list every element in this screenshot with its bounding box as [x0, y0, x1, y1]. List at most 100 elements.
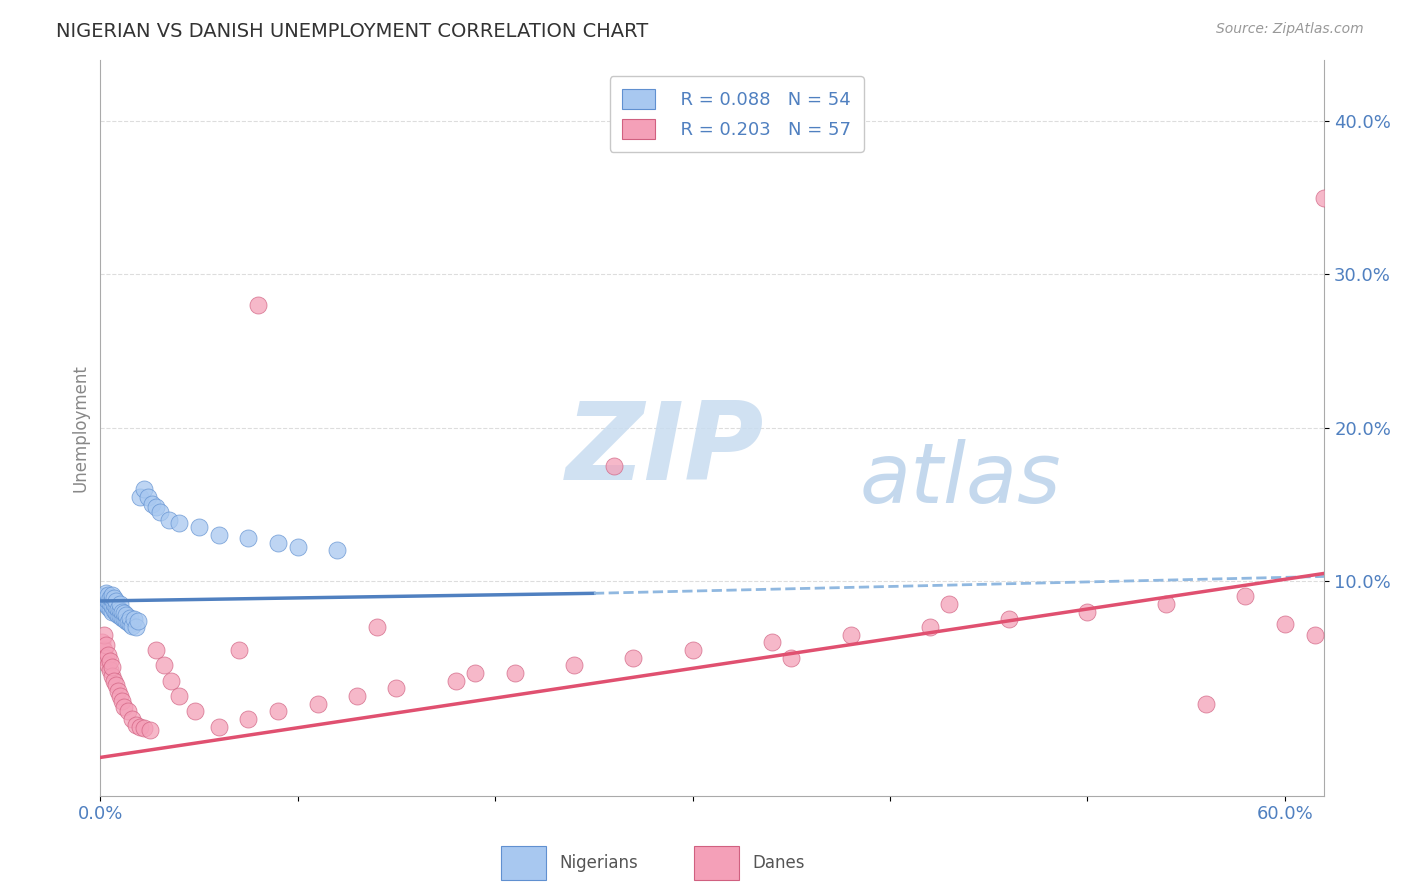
- Point: [184, 705, 207, 719]
- Point: [444, 673, 467, 688]
- Point: [121, 712, 143, 726]
- Point: [96, 592, 118, 607]
- Point: [1313, 191, 1336, 205]
- FancyBboxPatch shape: [501, 846, 546, 880]
- Point: [112, 699, 135, 714]
- Point: [91, 635, 114, 649]
- Point: [117, 615, 139, 630]
- Point: [111, 605, 134, 619]
- Point: [267, 705, 290, 719]
- Point: [101, 669, 124, 683]
- Point: [132, 721, 155, 735]
- Point: [238, 712, 260, 726]
- Point: [132, 482, 155, 496]
- Point: [287, 541, 309, 555]
- Text: Danes: Danes: [752, 854, 806, 872]
- Point: [105, 600, 128, 615]
- Point: [145, 500, 167, 515]
- Point: [103, 673, 125, 688]
- Point: [108, 689, 131, 703]
- Text: Source: ZipAtlas.com: Source: ZipAtlas.com: [1216, 22, 1364, 37]
- Point: [111, 694, 134, 708]
- Point: [108, 609, 131, 624]
- Point: [98, 654, 121, 668]
- Point: [105, 678, 128, 692]
- Point: [128, 720, 150, 734]
- Point: [96, 650, 118, 665]
- Point: [115, 607, 138, 622]
- Point: [346, 689, 368, 703]
- Point: [169, 516, 191, 530]
- Point: [107, 684, 129, 698]
- Point: [97, 648, 120, 662]
- Point: [103, 597, 125, 611]
- Point: [98, 595, 121, 609]
- Point: [103, 591, 125, 605]
- Point: [108, 603, 131, 617]
- Point: [141, 497, 163, 511]
- Point: [208, 528, 231, 542]
- Point: [98, 601, 121, 615]
- Point: [96, 597, 118, 611]
- Point: [761, 635, 783, 649]
- Point: [464, 666, 486, 681]
- Point: [97, 594, 120, 608]
- Y-axis label: Unemployment: Unemployment: [72, 364, 89, 491]
- FancyBboxPatch shape: [695, 846, 740, 880]
- Point: [136, 490, 159, 504]
- Point: [112, 607, 135, 621]
- Point: [121, 618, 143, 632]
- Point: [1076, 605, 1098, 619]
- Point: [208, 720, 231, 734]
- Legend:   R = 0.088   N = 54,   R = 0.203   N = 57: R = 0.088 N = 54, R = 0.203 N = 57: [610, 76, 863, 152]
- Point: [385, 681, 408, 696]
- Point: [127, 614, 149, 628]
- Point: [562, 658, 585, 673]
- Point: [101, 592, 124, 607]
- Point: [97, 588, 120, 602]
- Point: [326, 543, 349, 558]
- Point: [93, 590, 115, 604]
- Point: [602, 458, 624, 473]
- Text: Nigerians: Nigerians: [560, 854, 638, 872]
- Point: [228, 643, 250, 657]
- Point: [997, 612, 1019, 626]
- Point: [93, 643, 115, 657]
- Point: [93, 595, 115, 609]
- Point: [169, 689, 191, 703]
- Point: [118, 617, 141, 632]
- Point: [1303, 628, 1326, 642]
- Point: [118, 611, 141, 625]
- Point: [160, 673, 183, 688]
- Point: [682, 643, 704, 657]
- Point: [112, 612, 135, 626]
- Point: [125, 620, 148, 634]
- Point: [152, 658, 174, 673]
- Point: [238, 531, 260, 545]
- Point: [623, 650, 645, 665]
- Point: [101, 599, 124, 613]
- Point: [839, 628, 862, 642]
- Point: [159, 513, 181, 527]
- Point: [918, 620, 941, 634]
- Point: [267, 535, 290, 549]
- Point: [98, 591, 121, 605]
- Point: [145, 643, 167, 657]
- Point: [91, 594, 114, 608]
- Point: [366, 620, 388, 634]
- Point: [138, 723, 160, 737]
- Point: [111, 611, 134, 625]
- Point: [1234, 590, 1257, 604]
- Point: [108, 597, 131, 611]
- Point: [122, 612, 145, 626]
- Point: [107, 601, 129, 615]
- Point: [98, 663, 121, 677]
- Text: ZIP: ZIP: [565, 397, 763, 503]
- Point: [148, 505, 170, 519]
- Point: [97, 600, 120, 615]
- Point: [247, 298, 270, 312]
- Point: [503, 666, 526, 681]
- Text: NIGERIAN VS DANISH UNEMPLOYMENT CORRELATION CHART: NIGERIAN VS DANISH UNEMPLOYMENT CORRELAT…: [56, 22, 648, 41]
- Point: [125, 718, 148, 732]
- Text: atlas: atlas: [859, 439, 1062, 520]
